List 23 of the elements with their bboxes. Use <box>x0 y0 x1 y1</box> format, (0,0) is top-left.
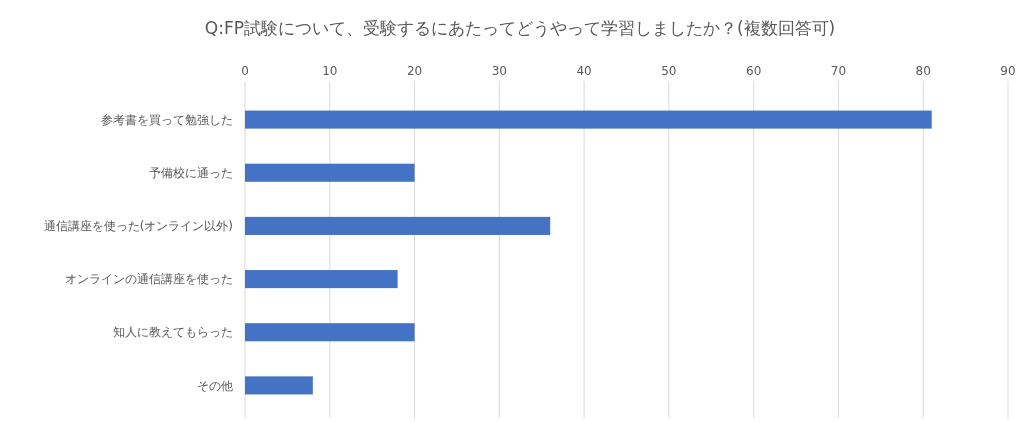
bar <box>245 216 551 235</box>
x-tick-label: 20 <box>406 64 423 78</box>
x-tick-label: 10 <box>322 64 338 78</box>
bar <box>245 110 932 129</box>
x-tick-label: 40 <box>576 64 592 78</box>
bar <box>245 323 415 342</box>
y-tick-label: 知人に教えてもらった <box>113 325 233 340</box>
bar <box>245 163 415 182</box>
x-tick-label: 60 <box>746 64 762 78</box>
y-tick-label: 参考書を買って勉強した <box>101 112 233 127</box>
chart-title: Q:FP試験について、受験するにあたってどうやって学習しましたか？(複数回答可) <box>204 18 836 38</box>
bar <box>245 376 313 395</box>
x-tick-label: 30 <box>491 64 507 78</box>
x-tick-label: 0 <box>241 64 249 78</box>
x-tick-label: 70 <box>830 64 847 78</box>
x-tick-label: 90 <box>1000 64 1016 78</box>
y-tick-label: 予備校に通った <box>149 165 233 180</box>
bar <box>245 270 398 289</box>
y-tick-label: その他 <box>197 378 233 393</box>
y-tick-label: オンラインの通信講座を使った <box>65 272 233 287</box>
x-tick-label: 80 <box>915 64 931 78</box>
y-tick-label: 通信講座を使った(オンライン以外) <box>43 219 233 234</box>
x-tick-label: 50 <box>661 64 677 78</box>
